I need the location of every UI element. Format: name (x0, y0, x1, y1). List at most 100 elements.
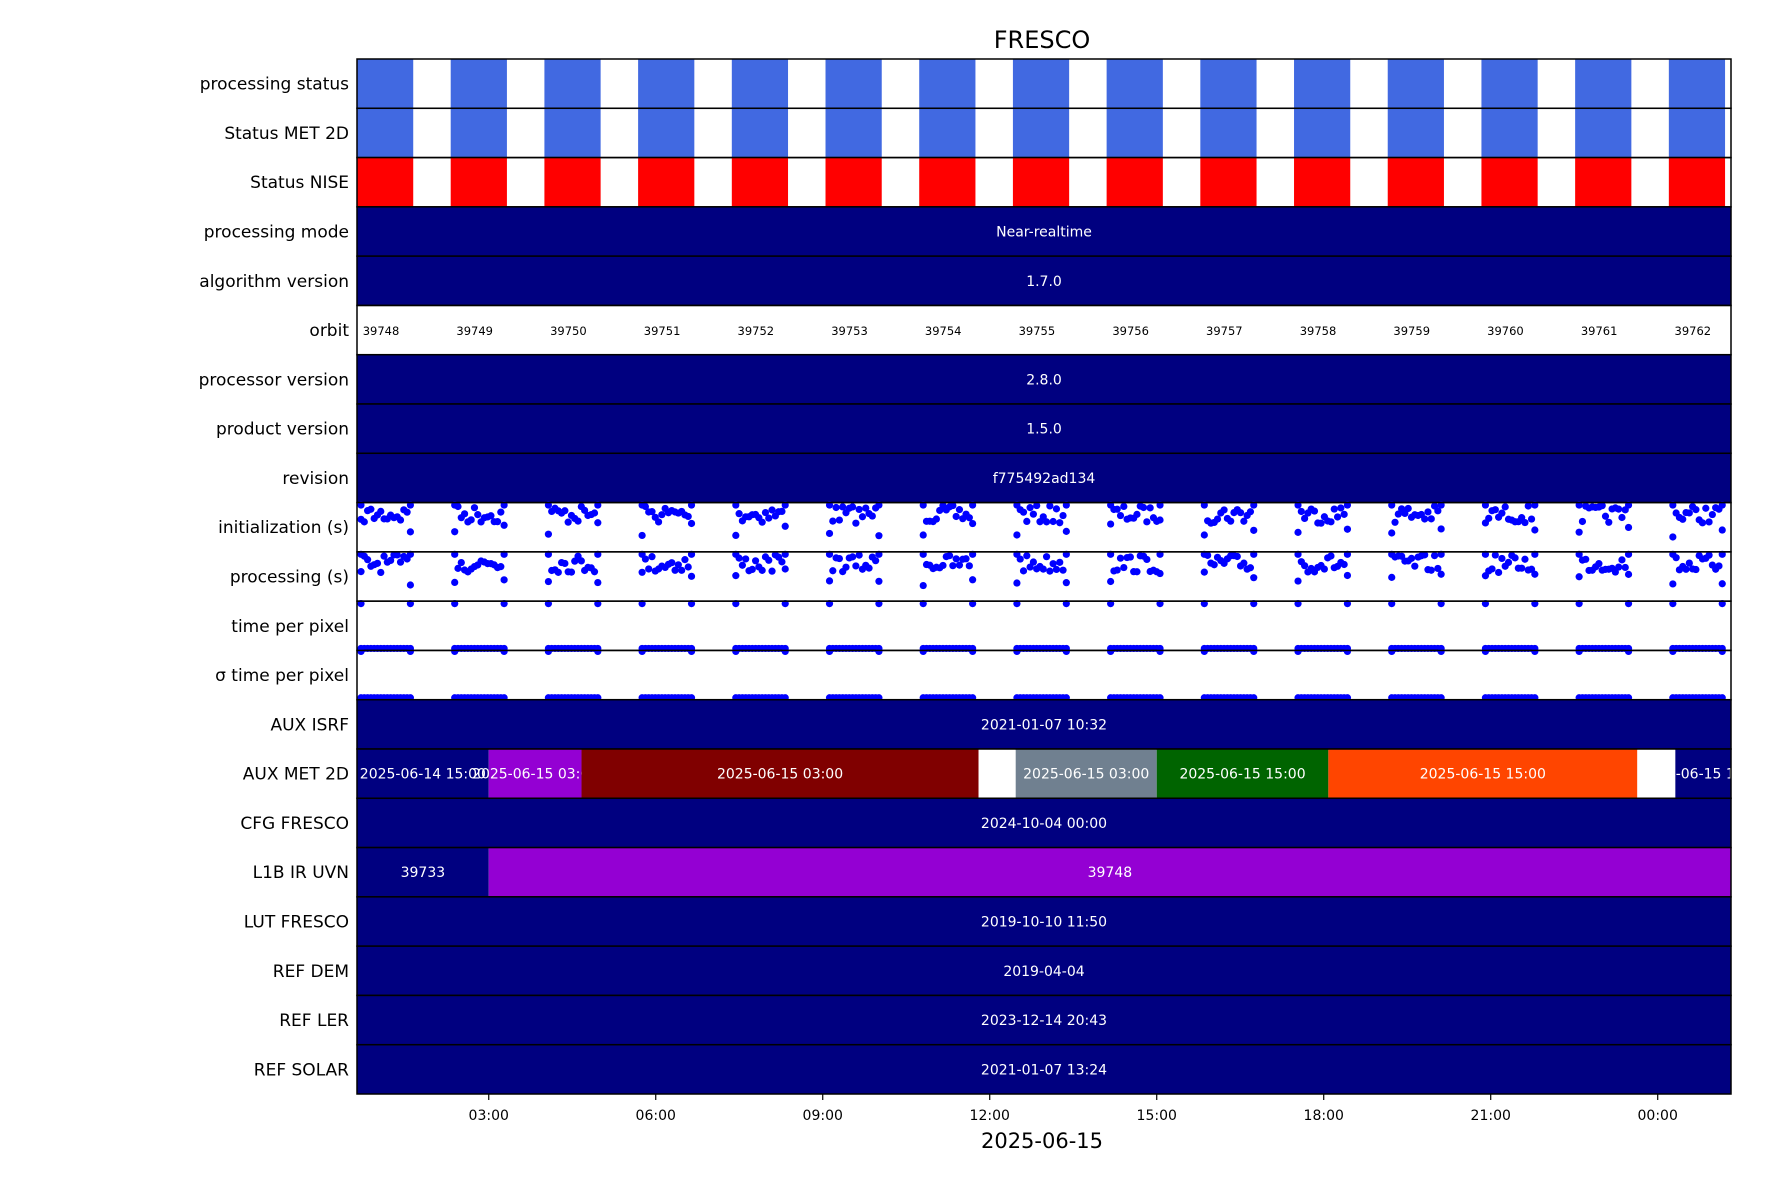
data-point (1337, 504, 1345, 512)
data-point (1013, 647, 1021, 656)
data-point (842, 563, 850, 571)
status-block (638, 157, 695, 207)
data-point (1698, 519, 1707, 527)
segment-bar (357, 946, 1731, 996)
data-point (1491, 506, 1499, 514)
segment-label: 39748 (1088, 865, 1133, 881)
orbit-number: 39758 (1300, 324, 1337, 338)
data-point (1049, 517, 1057, 526)
data-point (1046, 567, 1054, 575)
data-point (1685, 509, 1693, 517)
data-point (732, 572, 740, 580)
data-point (1404, 504, 1412, 513)
data-point (687, 572, 696, 580)
data-point (1598, 502, 1606, 510)
data-point (1705, 551, 1713, 559)
data-point (1113, 566, 1121, 574)
data-point (1437, 525, 1445, 533)
data-point (1294, 577, 1302, 585)
x-tick-label: 09:00 (803, 1108, 843, 1124)
data-point (406, 528, 415, 536)
data-point (357, 568, 365, 576)
segment-bar (357, 453, 1731, 503)
status-block (638, 59, 695, 109)
segment-label: 2025-06-15 03:00 (1023, 767, 1149, 783)
segment-label: 2025-06-15 03:00 (472, 767, 598, 783)
status-block (1106, 108, 1163, 158)
segment-bar (488, 847, 1731, 897)
data-point (781, 565, 789, 573)
status-block (1575, 59, 1632, 109)
data-point (590, 568, 599, 576)
data-point (396, 558, 405, 566)
data-point (1531, 647, 1539, 656)
data-point (848, 503, 857, 511)
data-point (1062, 527, 1070, 535)
data-point (1039, 565, 1047, 573)
data-point (969, 576, 977, 584)
data-point (1023, 517, 1031, 525)
data-point (1294, 647, 1302, 656)
data-point (1340, 560, 1348, 569)
data-point (1156, 647, 1164, 656)
status-block (1575, 108, 1632, 158)
data-point (852, 562, 860, 570)
data-point (574, 517, 582, 525)
row-20: REF SOLAR 2021-01-07 13:24 (254, 1043, 1732, 1095)
data-point (1297, 507, 1305, 516)
segment-label: 2023-12-14 20:43 (981, 1013, 1107, 1029)
status-block (1481, 108, 1538, 158)
data-point (1485, 514, 1493, 522)
status-block (1106, 157, 1163, 207)
data-point (1488, 565, 1496, 573)
data-point (1052, 505, 1061, 513)
data-point (451, 528, 459, 536)
data-point (1220, 506, 1228, 514)
x-axis-label: 2025-06-15 (981, 1129, 1103, 1153)
data-point (1026, 504, 1034, 512)
data-point (1388, 529, 1396, 537)
data-point (1310, 507, 1319, 515)
data-point (380, 552, 388, 560)
data-point (1133, 568, 1141, 576)
status-block (919, 108, 976, 158)
data-point (497, 563, 505, 571)
data-point (855, 505, 863, 514)
status-block (1012, 59, 1070, 109)
timeline-rows: processing status Status MET 2D Status NIS… (199, 58, 1732, 1095)
status-block (1200, 108, 1257, 158)
data-point (1679, 515, 1687, 523)
orbit-number: 39751 (644, 324, 681, 338)
data-point (373, 559, 382, 567)
data-point (969, 647, 977, 656)
status-block (544, 108, 601, 158)
data-point (648, 553, 656, 561)
data-point (1062, 647, 1070, 656)
data-point (544, 577, 553, 586)
data-point (832, 503, 840, 512)
segment-label: 2.8.0 (1026, 372, 1062, 388)
status-block (1294, 59, 1351, 109)
data-point (1019, 567, 1028, 575)
row-0: processing status (200, 58, 1732, 110)
data-point (687, 647, 696, 656)
data-point (1705, 518, 1713, 526)
row-18: REF DEM 2019-04-04 (273, 945, 1732, 997)
segment-bar (357, 354, 1731, 404)
row-label: initialization (s) (218, 518, 349, 538)
data-point (1156, 569, 1164, 578)
data-point (1624, 523, 1633, 532)
data-point (406, 581, 415, 589)
data-point (742, 555, 750, 563)
segment-bar (978, 749, 1016, 799)
data-point (758, 518, 766, 526)
data-point (1718, 526, 1726, 534)
data-point (835, 554, 843, 563)
row-label: processing (s) (230, 568, 349, 588)
data-point (949, 562, 957, 570)
data-point (1434, 507, 1442, 515)
data-point (357, 647, 365, 656)
row-frame (356, 1043, 1732, 1095)
x-tick-label: 03:00 (469, 1108, 509, 1124)
